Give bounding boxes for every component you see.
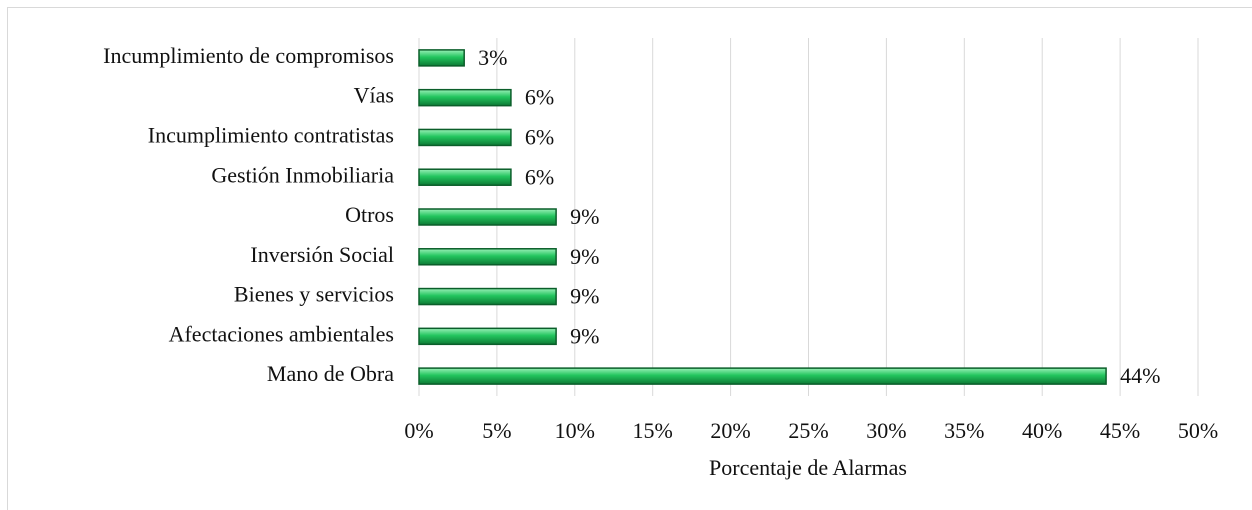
data-label: 3% <box>478 45 507 70</box>
data-label: 9% <box>570 284 599 309</box>
x-axis-title: Porcentaje de Alarmas <box>709 455 907 480</box>
x-tick-label: 40% <box>1022 418 1062 443</box>
bar <box>418 168 512 186</box>
bar <box>418 208 557 226</box>
y-tick-label: Gestión Inmobiliaria <box>211 162 394 187</box>
x-tick-label: 25% <box>788 418 828 443</box>
data-label: 6% <box>525 85 554 110</box>
bar <box>418 49 465 67</box>
y-tick-label: Incumplimiento de compromisos <box>103 43 394 68</box>
data-label: 6% <box>525 124 554 149</box>
bar <box>418 128 512 147</box>
data-label: 9% <box>570 244 599 269</box>
bar <box>418 287 557 306</box>
x-tick-label: 45% <box>1100 418 1140 443</box>
x-tick-label: 10% <box>555 418 595 443</box>
y-tick-label: Bienes y servicios <box>234 282 394 307</box>
bar <box>418 88 512 107</box>
y-tick-label: Vías <box>354 83 394 108</box>
data-label: 6% <box>525 164 554 189</box>
bar <box>418 327 557 346</box>
y-tick-label: Afectaciones ambientales <box>169 321 394 346</box>
x-tick-label: 5% <box>482 418 511 443</box>
y-tick-label: Inversión Social <box>250 242 394 267</box>
data-label: 9% <box>570 323 599 348</box>
x-tick-label: 0% <box>404 418 433 443</box>
y-tick-label: Incumplimiento contratistas <box>148 122 394 147</box>
x-tick-label: 30% <box>866 418 906 443</box>
bar <box>418 248 557 266</box>
bar <box>418 367 1107 385</box>
x-tick-label: 15% <box>633 418 673 443</box>
chart-frame <box>7 7 1252 510</box>
y-tick-label: Mano de Obra <box>267 361 394 386</box>
x-tick-label: 50% <box>1178 418 1218 443</box>
data-label: 9% <box>570 204 599 229</box>
data-label: 44% <box>1120 363 1160 388</box>
y-tick-label: Otros <box>345 202 394 227</box>
x-tick-label: 35% <box>944 418 984 443</box>
x-tick-label: 20% <box>710 418 750 443</box>
